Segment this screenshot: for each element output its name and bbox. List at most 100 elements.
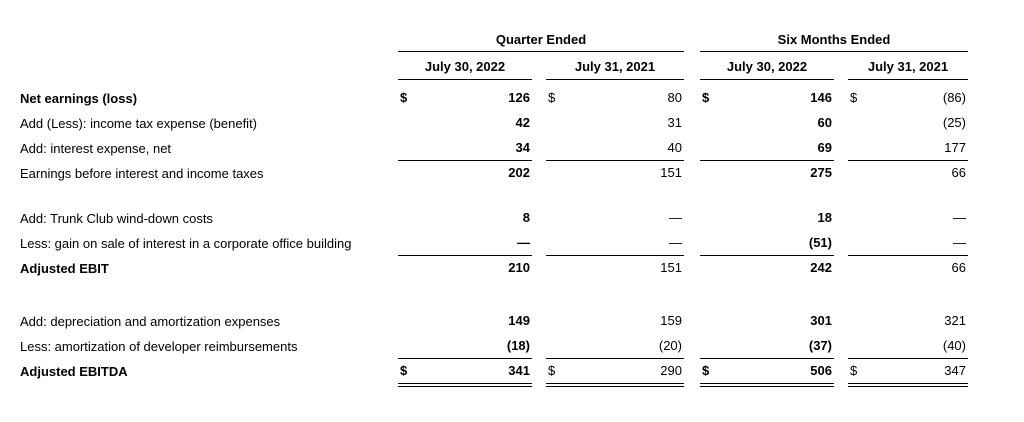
dollar-sign: $: [850, 89, 858, 105]
cell-value: 321: [944, 312, 966, 328]
row-label: Adjusted EBIT: [20, 261, 109, 276]
cell-value: 149: [508, 312, 530, 328]
cell-value: 69: [817, 139, 832, 155]
cell-value: 18: [817, 209, 832, 225]
cell-value: (40): [942, 337, 966, 353]
cell-value: 159: [660, 312, 682, 328]
cell-value: 177: [944, 139, 966, 155]
label-column-spacer: [20, 57, 398, 80]
value-cell: 66: [848, 161, 968, 186]
dollar-sign: $: [548, 362, 556, 378]
value-cell: 42: [398, 111, 532, 136]
cell-value: 42: [515, 114, 530, 130]
table-row: Earnings before interest and income taxe…: [20, 161, 1004, 186]
table-row: Adjusted EBIT 210 151 242 66: [20, 256, 1004, 281]
value-cell: $506: [700, 359, 834, 387]
table-row: Less: amortization of developer reimburs…: [20, 334, 1004, 359]
cell-value: 80: [667, 89, 682, 105]
cell-value: —: [953, 209, 966, 225]
dollar-sign: $: [400, 89, 408, 105]
cell-value: —: [669, 209, 682, 225]
cell-value: (18): [506, 337, 530, 353]
cell-value: 151: [660, 164, 682, 180]
value-cell: $ (86): [848, 86, 968, 111]
cell-value: 66: [951, 164, 966, 180]
cell-value: 290: [660, 362, 682, 378]
value-cell: —: [546, 231, 684, 256]
cell-value: 275: [810, 164, 832, 180]
value-cell: $341: [398, 359, 532, 387]
value-cell: (25): [848, 111, 968, 136]
value-cell: (37): [700, 334, 834, 359]
dollar-sign: $: [702, 362, 710, 378]
value-cell: 202: [398, 161, 532, 186]
cell-value: 341: [508, 362, 530, 378]
dollar-sign: $: [850, 362, 858, 378]
value-cell: 159: [546, 309, 684, 334]
section-spacer: [20, 281, 1004, 309]
row-label: Adjusted EBITDA: [20, 364, 128, 379]
table-row: Add: Trunk Club wind-down costs 8 — 18 —: [20, 206, 1004, 231]
value-cell: 177: [848, 136, 968, 161]
value-cell: 40: [546, 136, 684, 161]
dollar-sign: $: [400, 362, 408, 378]
value-cell: 66: [848, 256, 968, 281]
row-label: Net earnings (loss): [20, 91, 138, 106]
cell-value: —: [669, 234, 682, 250]
row-label: Add: interest expense, net: [20, 141, 172, 156]
cell-value: 146: [810, 89, 832, 105]
value-cell: (51): [700, 231, 834, 256]
cell-value: (25): [942, 114, 966, 130]
value-cell: 151: [546, 161, 684, 186]
value-cell: —: [398, 231, 532, 256]
value-cell: (18): [398, 334, 532, 359]
cell-value: (20): [658, 337, 682, 353]
cell-value: 8: [522, 209, 530, 225]
group-header-row: Quarter Ended Six Months Ended: [20, 32, 1004, 52]
section-spacer: [20, 186, 1004, 206]
value-cell: 60: [700, 111, 834, 136]
column-header: July 31, 2021: [848, 57, 968, 80]
value-cell: 18: [700, 206, 834, 231]
value-cell: 8: [398, 206, 532, 231]
value-cell: 34: [398, 136, 532, 161]
dollar-sign: $: [702, 89, 710, 105]
cell-value: 126: [508, 89, 530, 105]
cell-value: 242: [810, 259, 832, 275]
group-header-six-months-ended: Six Months Ended: [700, 32, 968, 52]
value-cell: (40): [848, 334, 968, 359]
table-row: Add: depreciation and amortization expen…: [20, 309, 1004, 334]
value-cell: 69: [700, 136, 834, 161]
column-header-row: July 30, 2022 July 31, 2021 July 30, 202…: [20, 57, 1004, 80]
cell-value: 40: [667, 139, 682, 155]
table-row: Add: interest expense, net 34 40 69 177: [20, 136, 1004, 161]
cell-value: 34: [515, 139, 530, 155]
column-header: July 30, 2022: [398, 57, 532, 80]
cell-value: 210: [508, 259, 530, 275]
value-cell: (20): [546, 334, 684, 359]
row-label: Earnings before interest and income taxe…: [20, 166, 264, 181]
table-row: Adjusted EBITDA $341 $290 $506 $347: [20, 359, 1004, 387]
row-label: Less: gain on sale of interest in a corp…: [20, 236, 352, 251]
value-cell: 301: [700, 309, 834, 334]
table-row: Net earnings (loss) $126 $80 $146 $ (86): [20, 86, 1004, 111]
cell-value: 202: [508, 164, 530, 180]
row-label: Less: amortization of developer reimburs…: [20, 339, 298, 354]
table-row: Less: gain on sale of interest in a corp…: [20, 231, 1004, 256]
value-cell: 210: [398, 256, 532, 281]
cell-value: (86): [942, 89, 966, 105]
cell-value: —: [517, 234, 530, 250]
label-column-spacer: [20, 32, 398, 52]
value-cell: 275: [700, 161, 834, 186]
value-cell: 149: [398, 309, 532, 334]
cell-value: 301: [810, 312, 832, 328]
column-header: July 30, 2022: [700, 57, 834, 80]
cell-value: 151: [660, 259, 682, 275]
value-cell: —: [848, 206, 968, 231]
dollar-sign: $: [548, 89, 556, 105]
value-cell: 151: [546, 256, 684, 281]
value-cell: 321: [848, 309, 968, 334]
value-cell: $80: [546, 86, 684, 111]
group-header-quarter-ended: Quarter Ended: [398, 32, 684, 52]
